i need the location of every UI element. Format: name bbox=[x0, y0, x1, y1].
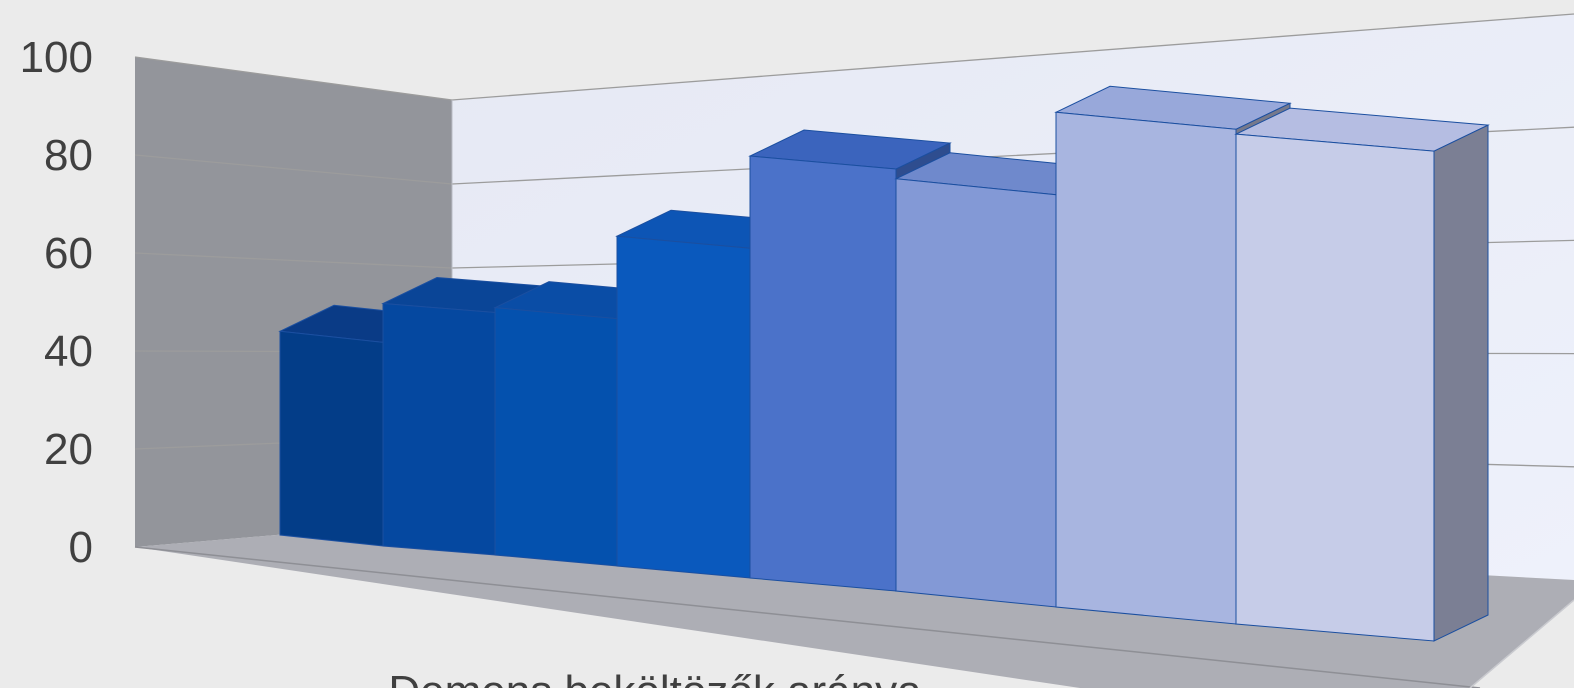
y-tick-label: 100 bbox=[20, 33, 93, 82]
floor-front-edge bbox=[134, 546, 1481, 688]
y-tick-label: 20 bbox=[44, 425, 93, 474]
y-axis-ticks: 0 20 40 60 80 100 bbox=[20, 33, 93, 572]
bar-front-face bbox=[1235, 133, 1435, 642]
x-axis-title: Demens beköltözők aránya bbox=[388, 667, 922, 688]
y-tick-label: 80 bbox=[44, 131, 93, 180]
bars bbox=[278, 85, 1490, 642]
bar-front-face bbox=[382, 302, 496, 556]
bar-front-face bbox=[616, 235, 751, 579]
y-tick-label: 60 bbox=[44, 229, 93, 278]
y-tick-label: 40 bbox=[44, 327, 93, 376]
bar bbox=[1234, 107, 1490, 642]
bar-front-face bbox=[749, 155, 897, 592]
bar-front-face bbox=[1055, 111, 1237, 625]
y-tick-label: 0 bbox=[69, 523, 93, 572]
floor-right-edge bbox=[1469, 599, 1574, 688]
bar-side-face bbox=[1433, 124, 1489, 642]
bar-front-face bbox=[494, 307, 618, 567]
bar-front-face bbox=[279, 330, 384, 547]
bar-front-face bbox=[895, 178, 1057, 608]
